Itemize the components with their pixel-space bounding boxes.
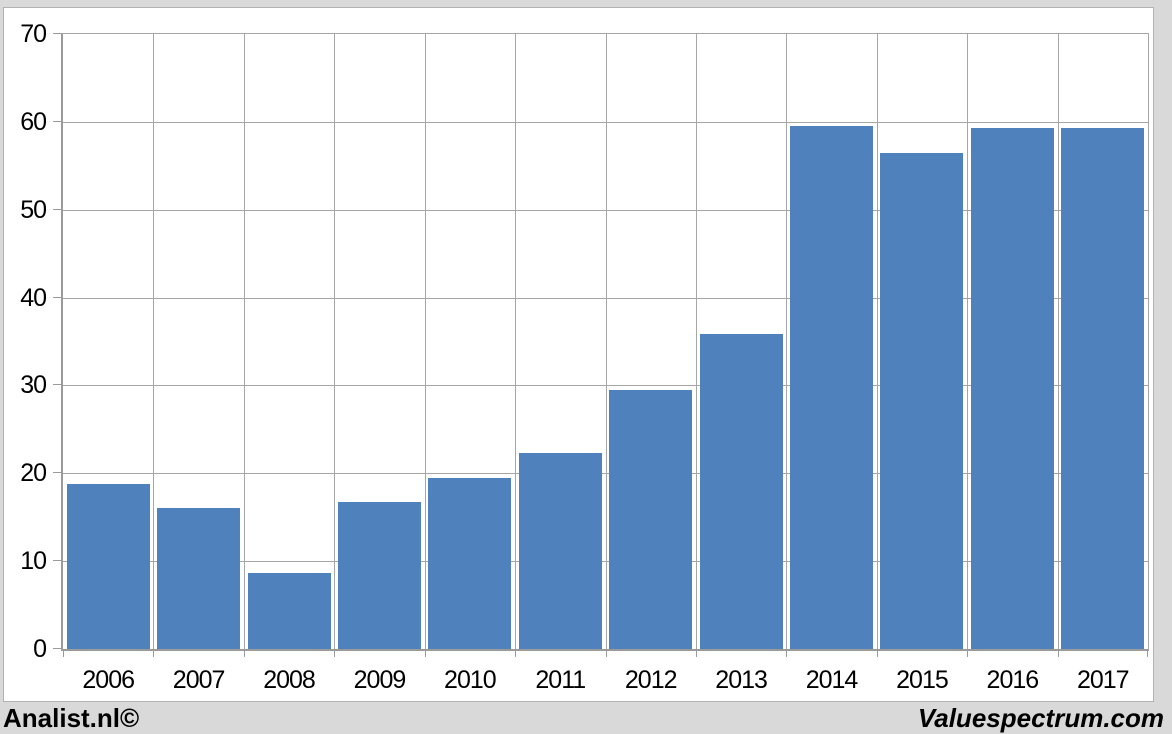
y-tick-mark [53, 33, 62, 34]
y-tick-label: 40 [20, 283, 47, 312]
bar-2007 [157, 508, 241, 649]
x-tick-mark [967, 649, 969, 657]
y-tick-mark [53, 208, 62, 210]
gridline-vertical [695, 34, 697, 649]
bar-2014 [790, 126, 874, 649]
x-tick-mark [1147, 649, 1148, 657]
gridline-vertical [243, 34, 245, 649]
x-tick-label: 2006 [82, 666, 135, 694]
bar-2006 [66, 484, 150, 649]
plot-area [61, 33, 1149, 651]
bar-2012 [609, 390, 693, 649]
x-tick-mark [153, 649, 155, 657]
y-tick-label: 20 [20, 459, 47, 488]
bar-2015 [880, 153, 964, 649]
y-tick-mark [53, 560, 62, 562]
gridline-vertical [424, 34, 426, 649]
y-tick-label: 60 [20, 107, 47, 136]
x-tick-label: 2012 [624, 666, 678, 694]
gridline-vertical [515, 34, 517, 649]
x-tick-label: 2009 [353, 666, 407, 694]
gridline-vertical [876, 34, 878, 649]
x-tick-label: 2007 [172, 666, 226, 694]
bar-2010 [428, 478, 512, 649]
x-tick-mark [1057, 649, 1059, 657]
x-tick-label: 2010 [444, 666, 497, 694]
y-tick-label: 50 [20, 195, 47, 224]
analist-watermark: Analist.nl© [3, 703, 140, 733]
x-tick-label: 2014 [805, 666, 859, 694]
x-tick-mark [63, 649, 64, 657]
x-tick-mark [876, 649, 878, 657]
y-tick-label: 10 [20, 547, 47, 576]
footer-bar: Analist.nl© Valuespectrum.com [0, 702, 1172, 734]
x-tick-mark [243, 649, 245, 657]
x-tick-mark [424, 649, 426, 657]
y-tick-mark [53, 296, 62, 298]
x-tick-label: 2008 [263, 666, 316, 694]
gridline-vertical [334, 34, 336, 649]
y-tick-label: 30 [20, 371, 47, 400]
x-tick-mark [695, 649, 697, 657]
bar-2009 [337, 502, 421, 649]
bar-2016 [970, 128, 1054, 649]
y-tick-mark [53, 120, 62, 122]
gridline-vertical [786, 34, 788, 649]
bar-2011 [518, 453, 602, 649]
x-tick-label: 2015 [896, 666, 949, 694]
gridline-vertical [153, 34, 155, 649]
x-tick-mark [334, 649, 336, 657]
x-tick-label: 2017 [1076, 666, 1130, 694]
x-tick-label: 2013 [715, 666, 768, 694]
chart-canvas: 0 10 20 30 40 50 60 70 2006 2007 2008 2009 2010 2011… [3, 7, 1154, 702]
y-tick-label: 0 [33, 635, 47, 663]
x-tick-label: 2016 [986, 666, 1040, 694]
gridline-vertical [605, 34, 607, 649]
valuespectrum-watermark: Valuespectrum.com [917, 703, 1164, 733]
x-tick-label: 2011 [535, 666, 586, 694]
bar-2017 [1061, 128, 1145, 649]
gridline-vertical [967, 34, 969, 649]
bar-2013 [699, 334, 783, 649]
x-tick-mark [786, 649, 788, 657]
y-tick-label: 70 [20, 20, 47, 48]
y-tick-mark [53, 472, 62, 474]
y-tick-mark [53, 648, 62, 649]
x-tick-mark [515, 649, 517, 657]
y-tick-mark [53, 384, 62, 386]
gridline-vertical [1057, 34, 1059, 649]
x-tick-mark [605, 649, 607, 657]
bar-2008 [247, 573, 331, 649]
